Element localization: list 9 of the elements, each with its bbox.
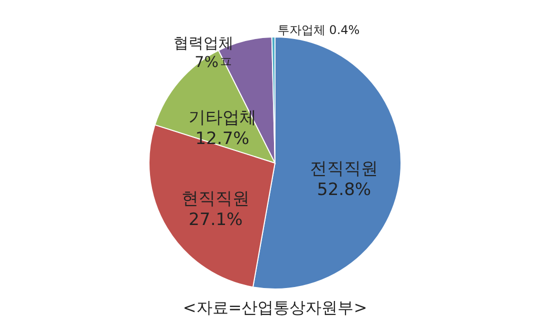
data-label: 27.1% [188, 210, 243, 230]
slice-label: 현직직원 [182, 188, 250, 209]
data-label: 12.7% [195, 128, 250, 149]
text: <자료=산업통상자원부> [182, 298, 368, 317]
slice-label: 협력업체 [173, 34, 234, 52]
slice-label: 투자업체 0.4% [277, 23, 360, 38]
slice-label: 전직직원 [310, 159, 378, 180]
slice-label: 기타업체 [188, 108, 256, 128]
data-label: 52.8% [317, 180, 372, 200]
